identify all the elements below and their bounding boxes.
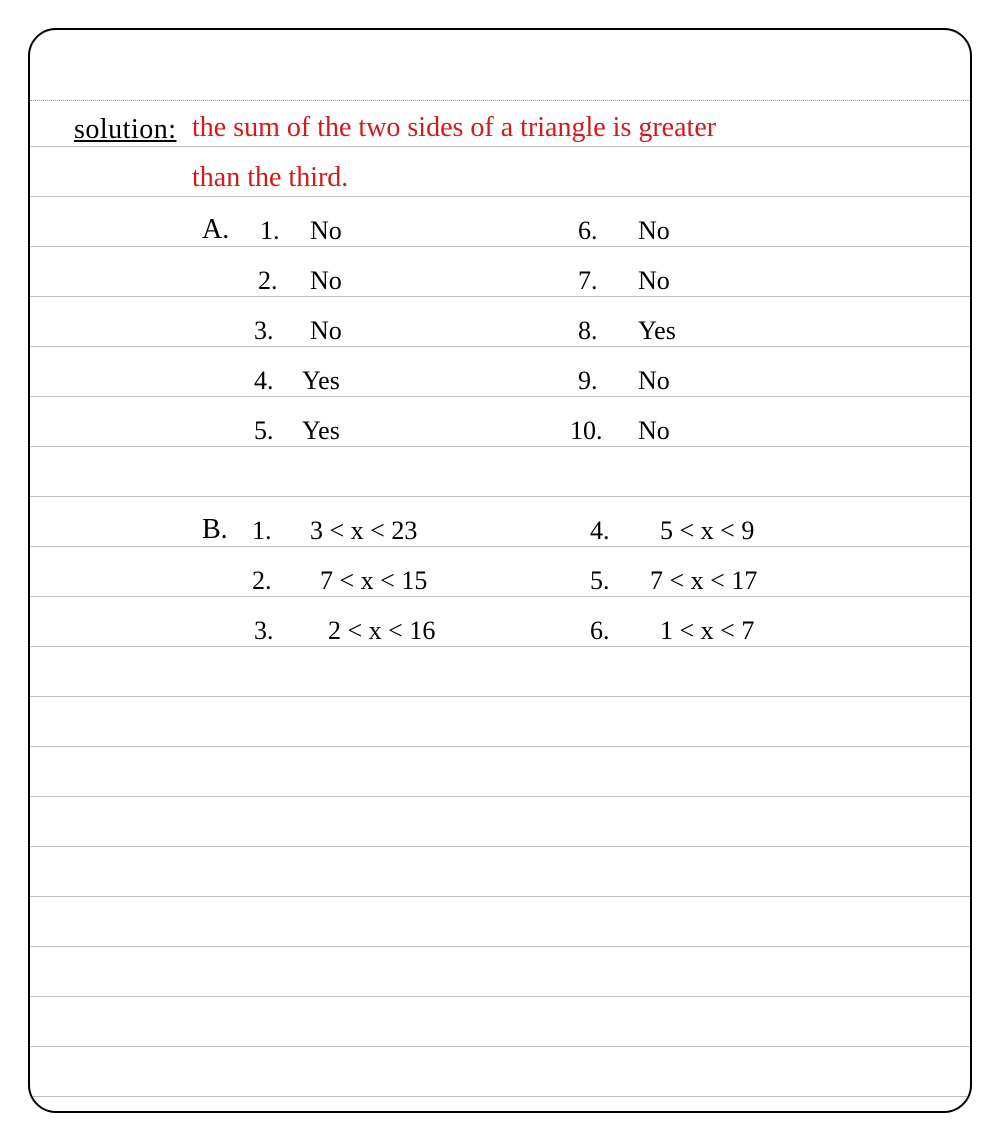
page: solution: the sum of the two sides of a … <box>0 0 1000 1141</box>
a-right-ans-9: No <box>638 366 670 396</box>
b-right-num-4: 4. <box>590 516 610 546</box>
ruled-line <box>30 196 970 197</box>
a-right-num-7: 7. <box>578 266 598 296</box>
b-left-num-1: 1. <box>252 516 272 546</box>
a-right-ans-7: No <box>638 266 670 296</box>
solution-statement-line2: than the third. <box>192 162 348 194</box>
a-right-num-9: 9. <box>578 366 598 396</box>
a-right-num-6: 6. <box>578 216 598 246</box>
a-left-ans-2: No <box>310 266 342 296</box>
b-left-expr-3: 2 < x < 16 <box>328 616 435 646</box>
ruled-line-dotted <box>30 100 970 101</box>
a-left-num-5: 5. <box>254 416 274 446</box>
a-left-ans-3: No <box>310 316 342 346</box>
a-left-ans-5: Yes <box>302 416 340 446</box>
ruled-line <box>30 146 970 147</box>
ruled-line <box>30 446 970 447</box>
a-right-ans-6: No <box>638 216 670 246</box>
a-right-num-8: 8. <box>578 316 598 346</box>
ruled-line <box>30 696 970 697</box>
ruled-line <box>30 296 970 297</box>
ruled-line <box>30 796 970 797</box>
b-right-expr-4: 5 < x < 9 <box>660 516 754 546</box>
b-left-num-2: 2. <box>252 566 272 596</box>
b-right-expr-6: 1 < x < 7 <box>660 616 754 646</box>
b-left-num-3: 3. <box>254 616 274 646</box>
solution-label: solution: <box>74 114 177 146</box>
ruled-line <box>30 996 970 997</box>
ruled-line <box>30 396 970 397</box>
a-left-num-3: 3. <box>254 316 274 346</box>
b-right-num-6: 6. <box>590 616 610 646</box>
a-right-num-10: 10. <box>570 416 603 446</box>
ruled-line <box>30 646 970 647</box>
a-right-ans-8: Yes <box>638 316 676 346</box>
a-left-ans-1: No <box>310 216 342 246</box>
b-left-expr-2: 7 < x < 15 <box>320 566 427 596</box>
ruled-line <box>30 496 970 497</box>
ruled-line <box>30 1096 970 1097</box>
b-left-expr-1: 3 < x < 23 <box>310 516 417 546</box>
ruled-line <box>30 246 970 247</box>
a-left-num-2: 2. <box>258 266 278 296</box>
ruled-line <box>30 596 970 597</box>
content-overlay: solution: the sum of the two sides of a … <box>30 30 970 1111</box>
ruled-line <box>30 946 970 947</box>
a-left-num-4: 4. <box>254 366 274 396</box>
b-right-expr-5: 7 < x < 17 <box>650 566 757 596</box>
a-right-ans-10: No <box>638 416 670 446</box>
ruled-line <box>30 846 970 847</box>
ruled-line <box>30 546 970 547</box>
ruled-line <box>30 896 970 897</box>
solution-statement-line1: the sum of the two sides of a triangle i… <box>192 112 716 144</box>
ruled-line <box>30 346 970 347</box>
a-left-num-1: 1. <box>260 216 280 246</box>
ruled-line <box>30 746 970 747</box>
ruled-line <box>30 1046 970 1047</box>
a-left-ans-4: Yes <box>302 366 340 396</box>
notebook-sheet: solution: the sum of the two sides of a … <box>28 28 972 1113</box>
section-b-label: B. <box>202 514 228 546</box>
b-right-num-5: 5. <box>590 566 610 596</box>
section-a-label: A. <box>202 214 229 246</box>
